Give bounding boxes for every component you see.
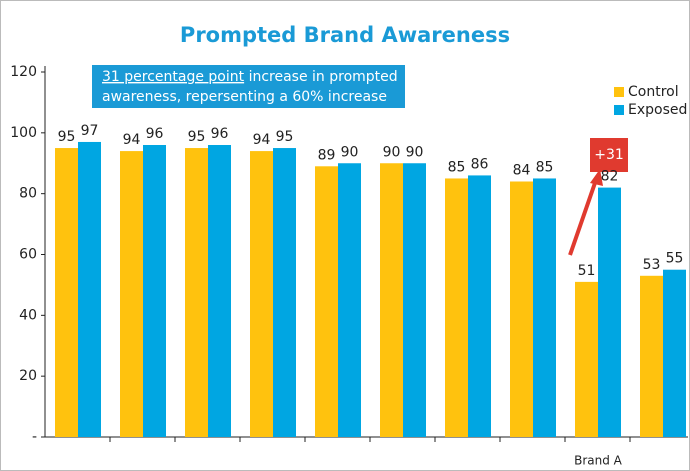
- legend-swatch: [614, 105, 624, 115]
- y-tick-label: -: [32, 429, 37, 445]
- value-label: 86: [471, 156, 489, 172]
- value-label: 85: [448, 159, 466, 175]
- callout-text: increase in prompted: [249, 69, 398, 85]
- bar: [533, 178, 556, 438]
- difference-label: +31: [594, 147, 624, 163]
- bar: [640, 275, 663, 437]
- bar: [663, 269, 686, 437]
- bar: [575, 281, 598, 437]
- bar: [380, 163, 403, 437]
- y-tick-label: 60: [19, 247, 37, 263]
- value-label: 55: [666, 251, 684, 267]
- value-label: 96: [146, 126, 164, 142]
- callout-line-2: awareness, repersenting a 60% increase: [102, 89, 387, 105]
- value-label: 90: [383, 144, 401, 160]
- bar: [185, 148, 208, 437]
- value-label: 90: [341, 144, 359, 160]
- bar: [468, 175, 491, 437]
- legend-swatch: [614, 87, 624, 97]
- bar: [510, 181, 533, 437]
- bar: [598, 187, 621, 437]
- arrow-shaft: [568, 179, 598, 256]
- value-label: 53: [643, 257, 661, 273]
- legend-label: Exposed: [628, 102, 687, 118]
- bar: [143, 145, 166, 437]
- bar: [338, 163, 361, 437]
- bar: [445, 178, 468, 438]
- value-label: 82: [601, 169, 619, 185]
- value-label: 95: [188, 129, 206, 145]
- y-tick-label: 120: [10, 64, 37, 80]
- value-label: 89: [318, 147, 336, 163]
- value-label: 94: [123, 132, 141, 148]
- bar: [55, 148, 78, 437]
- bar: [315, 166, 338, 437]
- value-label: 95: [58, 129, 76, 145]
- x-tick-label: Brand A: [574, 454, 623, 468]
- callout-line-1: 31 percentage point increase in prompted: [102, 69, 398, 85]
- bar: [208, 145, 231, 437]
- value-label: 97: [81, 123, 99, 139]
- y-tick-label: 20: [19, 368, 37, 384]
- value-label: 95: [276, 129, 294, 145]
- bar: [120, 151, 143, 438]
- bar: [78, 141, 101, 438]
- difference-box: [590, 138, 628, 172]
- chart-title: Prompted Brand Awareness: [180, 23, 510, 47]
- legend-label: Control: [628, 84, 679, 100]
- value-label: 90: [406, 144, 424, 160]
- callout-box: [92, 65, 405, 108]
- arrow-head: [590, 169, 603, 186]
- y-tick-label: 100: [10, 125, 37, 141]
- y-tick-label: 40: [19, 307, 37, 323]
- value-label: 85: [536, 159, 554, 175]
- bar: [273, 148, 296, 437]
- bar: [250, 151, 273, 438]
- value-label: 51: [578, 263, 596, 279]
- value-label: 96: [211, 126, 229, 142]
- value-label: 84: [513, 163, 531, 179]
- y-tick-label: 80: [19, 186, 37, 202]
- value-label: 94: [253, 132, 271, 148]
- bar: [403, 163, 426, 437]
- callout-highlight: 31 percentage point: [102, 69, 245, 85]
